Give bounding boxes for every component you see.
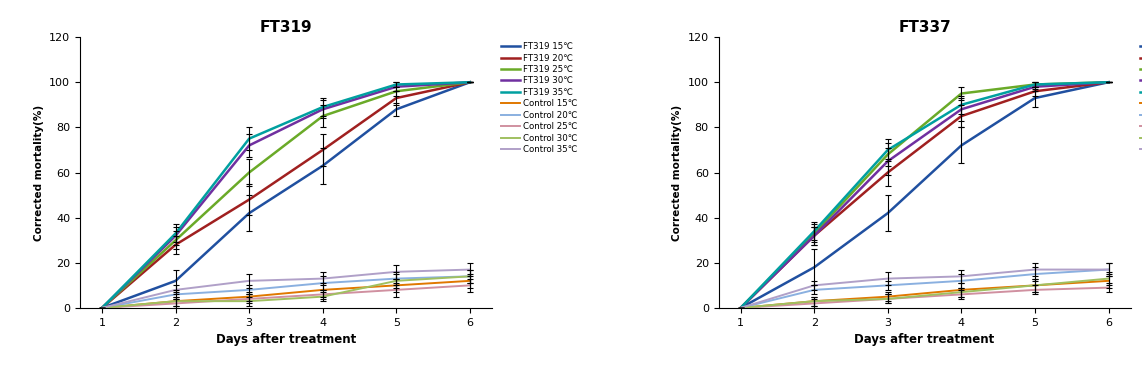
Title: FT337: FT337 (899, 20, 951, 35)
X-axis label: Days after treatment: Days after treatment (216, 333, 356, 346)
Title: FT319: FT319 (259, 20, 312, 35)
Y-axis label: Corrected mortality(%): Corrected mortality(%) (673, 105, 682, 240)
Legend: FT337 15℃, FT337 20℃, FT337 25℃, FT337 30℃, FT337 35℃, Control 15℃, Control 20℃,: FT337 15℃, FT337 20℃, FT337 25℃, FT337 3… (1139, 42, 1142, 155)
Y-axis label: Corrected mortality(%): Corrected mortality(%) (33, 105, 43, 240)
Legend: FT319 15℃, FT319 20℃, FT319 25℃, FT319 30℃, FT319 35℃, Control 15℃, Control 20℃,: FT319 15℃, FT319 20℃, FT319 25℃, FT319 3… (500, 42, 578, 155)
X-axis label: Days after treatment: Days after treatment (854, 333, 995, 346)
